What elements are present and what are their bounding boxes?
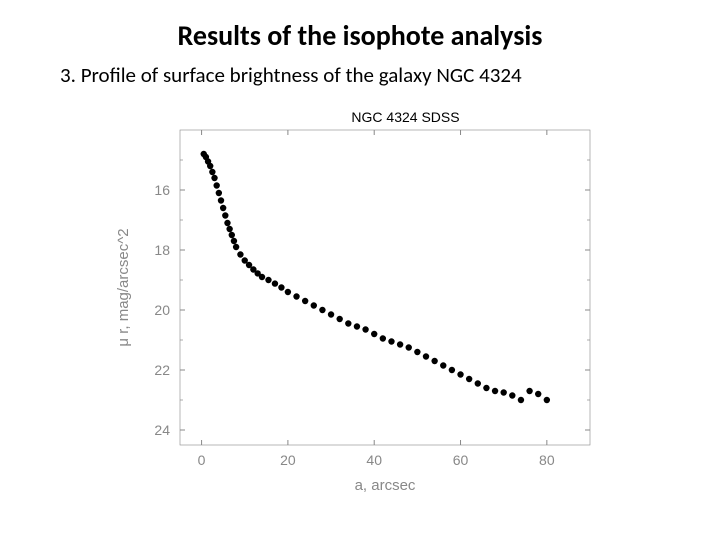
chart-svg: 0 20 40 60 80 16 18 20 22 24 a, arcsec μ r, mag/arc… [110, 100, 610, 500]
svg-text:NGC 4324 SDSS: NGC 4324 SDSS [351, 109, 459, 125]
svg-text:20: 20 [154, 302, 170, 318]
brightness-profile-chart: 0 20 40 60 80 16 18 20 22 24 a, arcsec μ r, mag/arc… [110, 100, 610, 500]
svg-text:80: 80 [539, 452, 555, 468]
svg-text:a, arcsec: a, arcsec [355, 477, 416, 494]
svg-text:40: 40 [366, 452, 382, 468]
svg-text:22: 22 [154, 362, 170, 378]
svg-text:18: 18 [154, 242, 170, 258]
page-title: Results of the isophote analysis [0, 18, 720, 53]
svg-text:60: 60 [453, 452, 469, 468]
svg-text:20: 20 [280, 452, 296, 468]
svg-text:24: 24 [154, 422, 170, 438]
svg-text:0: 0 [198, 452, 206, 468]
svg-text:μ r, mag/arcsec^2: μ r, mag/arcsec^2 [115, 228, 132, 346]
svg-text:16: 16 [154, 182, 170, 198]
page-subtitle: 3. Profile of surface brightness of the … [60, 62, 522, 88]
